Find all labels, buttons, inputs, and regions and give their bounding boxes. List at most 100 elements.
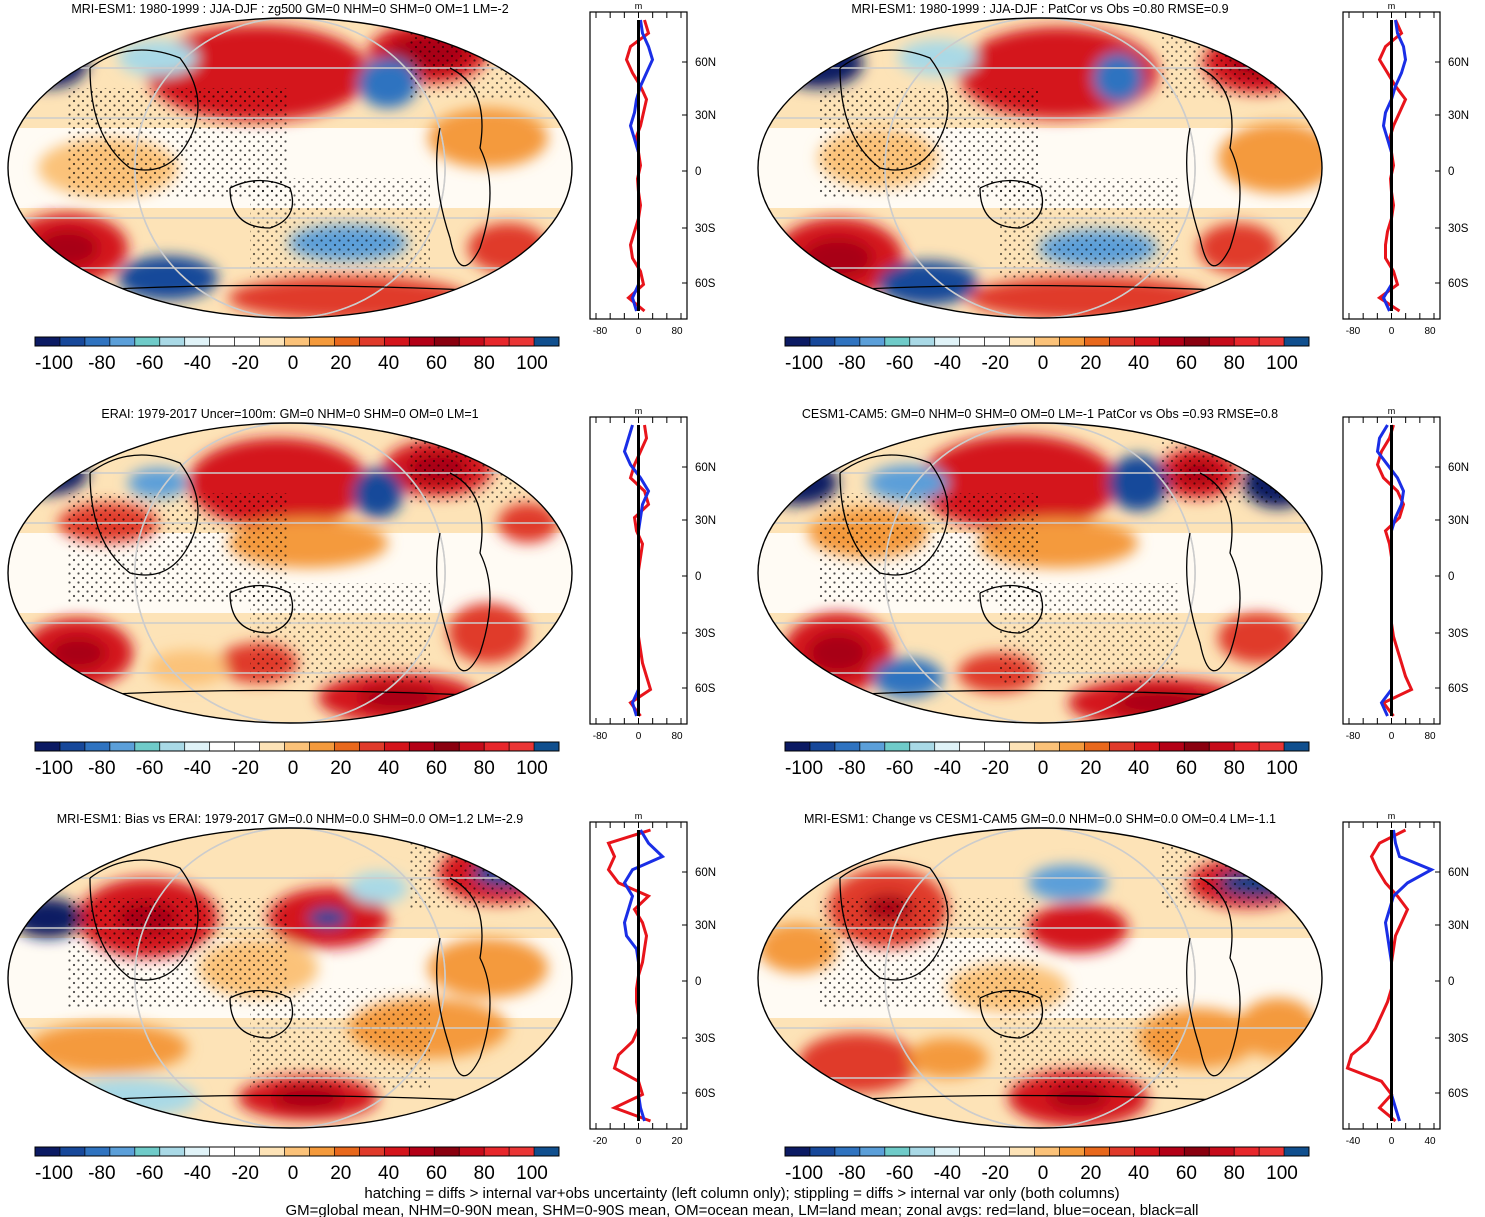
panel-2: MRI-ESM1: 1980-1999 : JJA-DJF : PatCor v… xyxy=(757,1,1469,374)
colorbar-swatch xyxy=(484,742,510,751)
map-field xyxy=(758,18,1322,318)
colorbar-swatch xyxy=(234,337,261,346)
colorbar-swatch xyxy=(159,337,186,346)
colorbar-label: 60 xyxy=(426,1163,447,1184)
colorbar-swatch xyxy=(859,337,886,346)
colorbar-swatch xyxy=(1109,337,1135,346)
lat-label: 60N xyxy=(695,462,716,474)
colorbar-swatch xyxy=(1284,337,1310,346)
colorbar-swatch xyxy=(459,1147,485,1156)
colorbar-label: 100 xyxy=(516,1163,548,1184)
anomaly-blob xyxy=(1028,865,1108,901)
colorbar-swatch xyxy=(1234,337,1260,346)
map xyxy=(757,422,1323,724)
panel-1: MRI-ESM1: 1980-1999 : JJA-DJF : zg500 GM… xyxy=(7,1,716,374)
anomaly-blob xyxy=(353,468,403,518)
colorbar-swatch xyxy=(384,742,410,751)
coastline xyxy=(89,49,199,171)
colorbar-label: 40 xyxy=(1128,353,1149,374)
colorbar-label: 40 xyxy=(1128,758,1149,779)
anomaly-blob xyxy=(773,38,863,88)
colorbar-swatch xyxy=(309,742,335,751)
colorbar-label: -100 xyxy=(35,758,73,779)
colorbar-swatch xyxy=(1009,337,1036,346)
colorbar-swatch xyxy=(534,742,560,751)
colorbar-frame xyxy=(784,741,1310,752)
profile-x-tick-label: 0 xyxy=(1389,731,1395,742)
map xyxy=(757,17,1323,319)
colorbar-label: 80 xyxy=(474,758,495,779)
colorbar-swatch xyxy=(109,742,136,751)
colorbar-swatch xyxy=(334,337,360,346)
colorbar-swatch xyxy=(959,1147,986,1156)
colorbar: -100 -80 -60 -40 -20 0 20 40 60 80 100 xyxy=(784,741,1310,779)
profile-unit: m xyxy=(635,811,643,821)
colorbar-label: 20 xyxy=(330,758,351,779)
lat-label: 30N xyxy=(1448,920,1469,932)
colorbar-swatch xyxy=(884,742,911,751)
stippling xyxy=(410,433,530,503)
colorbar-swatch xyxy=(785,1147,811,1156)
colorbar-label: -20 xyxy=(231,353,258,374)
colorbar-swatch xyxy=(134,337,161,346)
colorbar-swatch xyxy=(1184,1147,1210,1156)
colorbar-swatch xyxy=(1059,1147,1085,1156)
lat-label: 60N xyxy=(695,57,716,69)
colorbar-label: -80 xyxy=(838,758,865,779)
colorbar-swatch xyxy=(909,337,936,346)
anomaly-blob xyxy=(358,686,438,710)
graticule-meridian xyxy=(134,18,446,318)
colorbar-swatch xyxy=(834,337,861,346)
colorbar-swatch xyxy=(509,337,535,346)
colorbar-label: 40 xyxy=(1128,1163,1149,1184)
colorbar-swatch xyxy=(284,742,310,751)
colorbar-swatch xyxy=(259,742,286,751)
colorbar-label: -80 xyxy=(88,758,115,779)
colorbar-swatch xyxy=(884,1147,911,1156)
colorbar-label: 100 xyxy=(516,758,548,779)
profile-x-tick-label: 0 xyxy=(1389,326,1395,337)
lat-label: 30S xyxy=(1448,223,1469,235)
panel-title: MRI-ESM1: 1980-1999 : JJA-DJF : zg500 GM… xyxy=(71,2,508,16)
profile-x-tick-label: 80 xyxy=(671,731,683,742)
colorbar-swatch xyxy=(234,742,261,751)
anomaly-blob xyxy=(50,637,106,669)
lat-label: 30N xyxy=(695,515,716,527)
panels-layer: MRI-ESM1: 1980-1999 : JJA-DJF : zg500 GM… xyxy=(7,1,1469,1184)
profile-x-tick-label: 0 xyxy=(636,731,642,742)
coastline xyxy=(839,454,949,576)
colorbar-frame xyxy=(784,1146,1310,1157)
colorbar-swatch xyxy=(1184,337,1210,346)
colorbar: -100 -80 -60 -40 -20 0 20 40 60 80 100 xyxy=(34,336,560,374)
colorbar-swatch xyxy=(35,742,61,751)
colorbar-swatch xyxy=(434,337,460,346)
colorbar-swatch xyxy=(1234,1147,1260,1156)
colorbar-label: 60 xyxy=(1176,758,1197,779)
profile-unit: m xyxy=(1388,406,1396,416)
colorbar-label: 60 xyxy=(1176,353,1197,374)
zonal-profile: m -40 0 40 60N 30N 0 30S 60S xyxy=(1342,811,1469,1147)
colorbar-label: 20 xyxy=(1080,353,1101,374)
profile-unit: m xyxy=(1388,811,1396,821)
colorbar-swatch xyxy=(384,1147,410,1156)
profile-x-tick-label: -80 xyxy=(593,326,608,337)
colorbar-label: -20 xyxy=(231,758,258,779)
colorbar-swatch xyxy=(209,742,236,751)
colorbar-label: 0 xyxy=(1038,758,1049,779)
colorbar-swatch xyxy=(834,1147,861,1156)
colorbar-swatch xyxy=(1134,742,1160,751)
panel-title: MRI-ESM1: 1980-1999 : JJA-DJF : PatCor v… xyxy=(851,2,1228,16)
colorbar-swatch xyxy=(1284,1147,1310,1156)
colorbar-swatch xyxy=(1209,742,1235,751)
colorbar-swatch xyxy=(809,742,836,751)
map xyxy=(7,422,573,724)
colorbar: -100 -80 -60 -40 -20 0 20 40 60 80 100 xyxy=(784,336,1310,374)
colorbar-swatch xyxy=(959,742,986,751)
colorbar-label: -40 xyxy=(184,353,211,374)
profile-x-tick-label: 80 xyxy=(671,326,683,337)
colorbar: -100 -80 -60 -40 -20 0 20 40 60 80 100 xyxy=(784,1146,1310,1184)
lat-label: 30S xyxy=(1448,628,1469,640)
lat-label: 0 xyxy=(695,976,701,988)
stippling xyxy=(1160,433,1280,503)
colorbar-frame xyxy=(34,741,560,752)
